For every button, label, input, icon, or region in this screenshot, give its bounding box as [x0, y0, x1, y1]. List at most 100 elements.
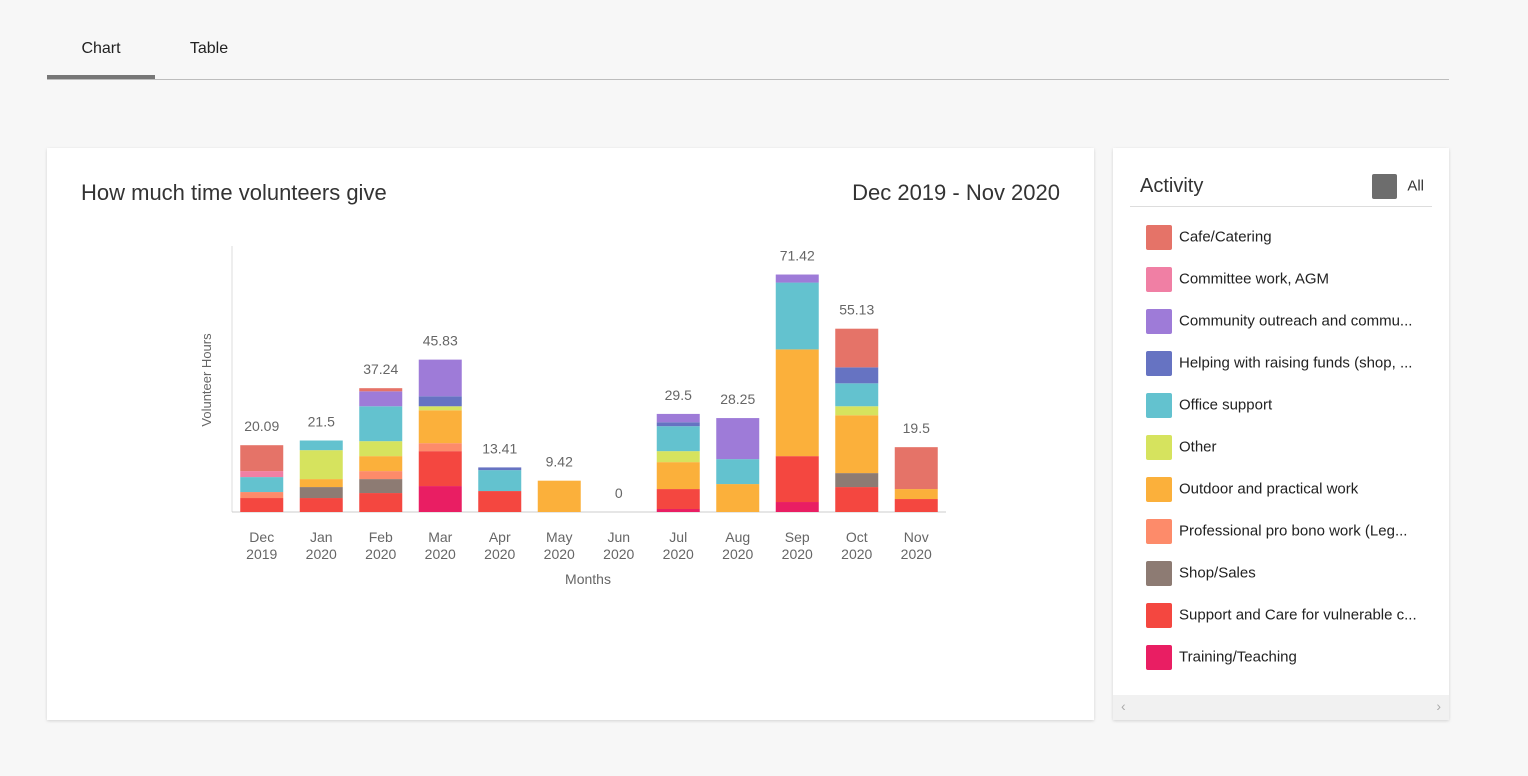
legend-all[interactable]: All	[1372, 174, 1424, 199]
legend-label: Professional pro bono work (Leg...	[1179, 522, 1408, 540]
y-axis-label: Volunteer Hours	[199, 333, 214, 427]
bar-segment	[656, 509, 700, 512]
bar-segment	[299, 498, 343, 512]
total-label: 0	[615, 485, 623, 501]
total-label: 9.42	[546, 454, 573, 470]
chart: How much time volunteers give Dec 2019 -…	[81, 180, 1060, 587]
legend-swatch	[1146, 351, 1172, 376]
x-tick-label: May 2020	[544, 529, 575, 562]
bar-segment	[716, 418, 760, 460]
total-label: 20.09	[244, 418, 279, 434]
legend-item[interactable]: Support and Care for vulnerable c...	[1146, 603, 1417, 628]
bar-segment	[359, 391, 403, 407]
bar-segment	[240, 471, 284, 478]
legend-item[interactable]: Training/Teaching	[1146, 645, 1297, 670]
bar-segment	[835, 473, 879, 488]
bar-segment	[775, 349, 819, 457]
legend-header: Activity All	[1130, 148, 1432, 207]
bar-segment	[894, 499, 938, 512]
bar-segment	[299, 487, 343, 499]
bar-segment	[359, 493, 403, 512]
legend-swatch	[1146, 225, 1172, 250]
bar-segment	[775, 282, 819, 350]
legend-label: Committee work, AGM	[1179, 270, 1330, 288]
x-tick-label: Jan 2020	[306, 529, 337, 562]
bar-segment	[835, 328, 879, 368]
bar-segment	[359, 471, 403, 480]
bar-segment	[537, 480, 581, 512]
bar-segment	[835, 367, 879, 384]
legend-item[interactable]: Outdoor and practical work	[1146, 477, 1358, 502]
bar-segment	[299, 479, 343, 488]
bar-segment	[894, 489, 938, 500]
legend-item[interactable]: Community outreach and commu...	[1146, 309, 1412, 334]
bar-segment	[716, 484, 760, 512]
bar-segment	[418, 451, 462, 487]
bar-segment	[775, 502, 819, 512]
bar-segment	[240, 477, 284, 493]
total-label: 21.5	[308, 414, 335, 430]
legend-item[interactable]: Other	[1146, 435, 1217, 460]
legend-swatch	[1146, 477, 1172, 502]
bar-segment	[835, 406, 879, 416]
tab[interactable]: Table	[189, 40, 229, 57]
legend-swatch	[1146, 603, 1172, 628]
chart-title: How much time volunteers give	[81, 180, 387, 205]
bar-segment	[240, 445, 284, 472]
bar-segment	[359, 406, 403, 442]
total-label: 19.5	[903, 420, 930, 436]
legend-swatch	[1146, 519, 1172, 544]
legend-label: Outdoor and practical work	[1179, 480, 1359, 498]
legend-label: Support and Care for vulnerable c...	[1179, 606, 1417, 624]
legend-item[interactable]: Helping with raising funds (shop, ...	[1146, 351, 1412, 376]
legend-swatch	[1146, 267, 1172, 292]
legend-swatch	[1146, 435, 1172, 460]
x-tick-label: Apr 2020	[484, 529, 515, 562]
total-label: 71.42	[780, 248, 815, 264]
bar-segment	[418, 486, 462, 512]
bar-segment	[359, 441, 403, 457]
bar-segment	[656, 451, 700, 463]
legend-item[interactable]: Professional pro bono work (Leg...	[1146, 519, 1407, 544]
bar-segment	[656, 489, 700, 510]
bar-segment	[418, 406, 462, 411]
total-label: 45.83	[423, 333, 458, 349]
tab[interactable]: Chart	[47, 40, 155, 79]
legend-label: Other	[1179, 438, 1217, 456]
tab-bar: Chart Table	[47, 30, 1449, 80]
bar-segment	[240, 498, 284, 512]
bar-segment	[359, 388, 403, 392]
x-axis-label: Months	[565, 571, 611, 587]
total-label: 28.25	[720, 391, 755, 407]
bar-segment	[656, 426, 700, 452]
legend-swatch	[1146, 645, 1172, 670]
legend-item[interactable]: Shop/Sales	[1146, 561, 1256, 586]
bar-segment	[299, 440, 343, 451]
bar-segment	[299, 450, 343, 480]
total-label: 29.5	[665, 387, 692, 403]
legend-title: Activity	[1140, 175, 1204, 197]
chart-subtitle: Dec 2019 - Nov 2020	[852, 180, 1060, 205]
bar-segment	[418, 410, 462, 444]
legend-all-label: All	[1407, 177, 1424, 195]
bar-segment	[656, 422, 700, 427]
legend-item[interactable]: Committee work, AGM	[1146, 267, 1329, 292]
bar-segment	[835, 415, 879, 474]
x-tick-label: Jun 2020	[603, 529, 634, 562]
legend-label: Training/Teaching	[1179, 648, 1297, 666]
x-tick-label: Oct 2020	[841, 529, 872, 562]
x-tick-label: Aug 2020	[722, 529, 753, 562]
bar-segment	[716, 459, 760, 485]
scrollbar[interactable]: ‹ ›	[1113, 695, 1449, 720]
legend-swatch	[1146, 393, 1172, 418]
bar-segment	[478, 491, 522, 512]
bar-segment	[894, 447, 938, 490]
legend-item[interactable]: Cafe/Catering	[1146, 225, 1272, 250]
total-label: 13.41	[482, 440, 517, 456]
bar-segment	[418, 443, 462, 452]
legend-label: Office support	[1179, 396, 1273, 414]
legend-label: Shop/Sales	[1179, 564, 1256, 582]
bar-segment	[775, 456, 819, 503]
legend-item[interactable]: Office support	[1146, 393, 1272, 418]
